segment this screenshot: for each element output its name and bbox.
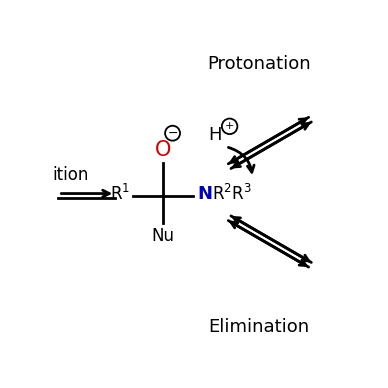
Text: R$^2$R$^3$: R$^2$R$^3$: [212, 184, 251, 204]
Text: H: H: [208, 126, 221, 144]
Text: Nu: Nu: [151, 227, 175, 245]
Text: R$^1$: R$^1$: [110, 184, 130, 204]
Text: Elimination: Elimination: [208, 319, 309, 336]
Text: O: O: [155, 140, 171, 159]
Text: ition: ition: [52, 166, 89, 184]
Text: +: +: [225, 121, 234, 131]
Text: −: −: [167, 127, 178, 140]
Text: $\mathbf{N}$: $\mathbf{N}$: [197, 185, 213, 203]
Text: Protonation: Protonation: [207, 55, 310, 73]
